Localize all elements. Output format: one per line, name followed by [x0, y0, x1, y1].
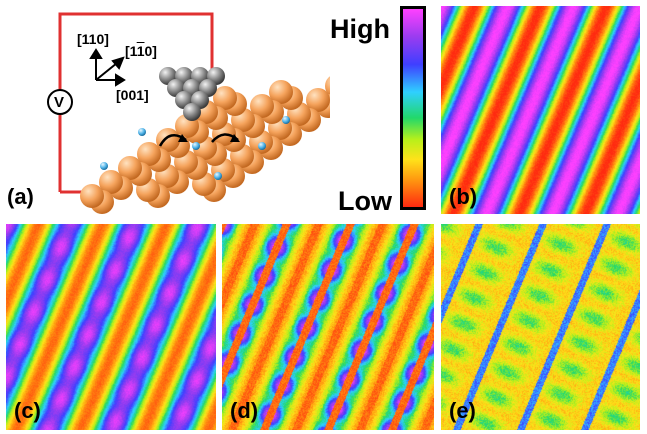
surface-atom: [250, 94, 274, 118]
surface-atom-rows: [80, 76, 330, 214]
direction-001-label: [001]: [116, 87, 149, 103]
crystal-axes: [89, 48, 126, 87]
adatom: [192, 142, 200, 150]
panel-b-map: (b): [441, 6, 640, 214]
direction-110-label: [110]: [77, 31, 109, 47]
surface-atom: [325, 76, 330, 96]
adatom: [282, 116, 290, 124]
stm-tip: [159, 67, 225, 121]
panel-label-c: (c): [14, 398, 41, 423]
surface-atom: [118, 156, 142, 180]
height-map-image: [6, 224, 216, 430]
tip-atom: [183, 103, 201, 121]
voltmeter-symbol: [47, 89, 73, 115]
schematic-drawing: [47, 12, 330, 214]
adatom: [138, 128, 146, 136]
surface-atom: [80, 184, 104, 208]
height-map-image: [441, 224, 640, 430]
colorbar-low-label: Low: [338, 186, 392, 216]
adatom: [100, 162, 108, 170]
surface-atom: [306, 88, 330, 112]
panel-c-map: (c): [6, 224, 216, 430]
panel-label-b: (b): [449, 184, 478, 209]
colorbar-high-label: High: [330, 14, 390, 44]
height-map-image: [441, 6, 640, 214]
panel-d-map: (d): [222, 224, 434, 430]
panel-label-d: (d): [230, 398, 259, 423]
colorbar: [400, 6, 426, 210]
surface-atom: [269, 80, 293, 104]
surface-atom: [137, 142, 161, 166]
panel-label-e: (e): [449, 398, 476, 423]
adatom: [214, 172, 222, 180]
panel-e-map: (e): [441, 224, 640, 430]
panel-a-schematic: [110] [110] [001] V (a): [0, 0, 330, 220]
panel-label-a: (a): [7, 184, 34, 209]
voltmeter-label: V: [54, 94, 65, 111]
direction-1-10-label: [110]: [125, 43, 157, 59]
height-map-image: [222, 224, 434, 430]
adatom: [258, 142, 266, 150]
surface-atom: [99, 170, 123, 194]
surface-atom: [213, 86, 237, 110]
